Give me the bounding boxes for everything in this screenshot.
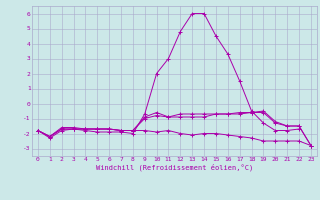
X-axis label: Windchill (Refroidissement éolien,°C): Windchill (Refroidissement éolien,°C) [96,164,253,171]
